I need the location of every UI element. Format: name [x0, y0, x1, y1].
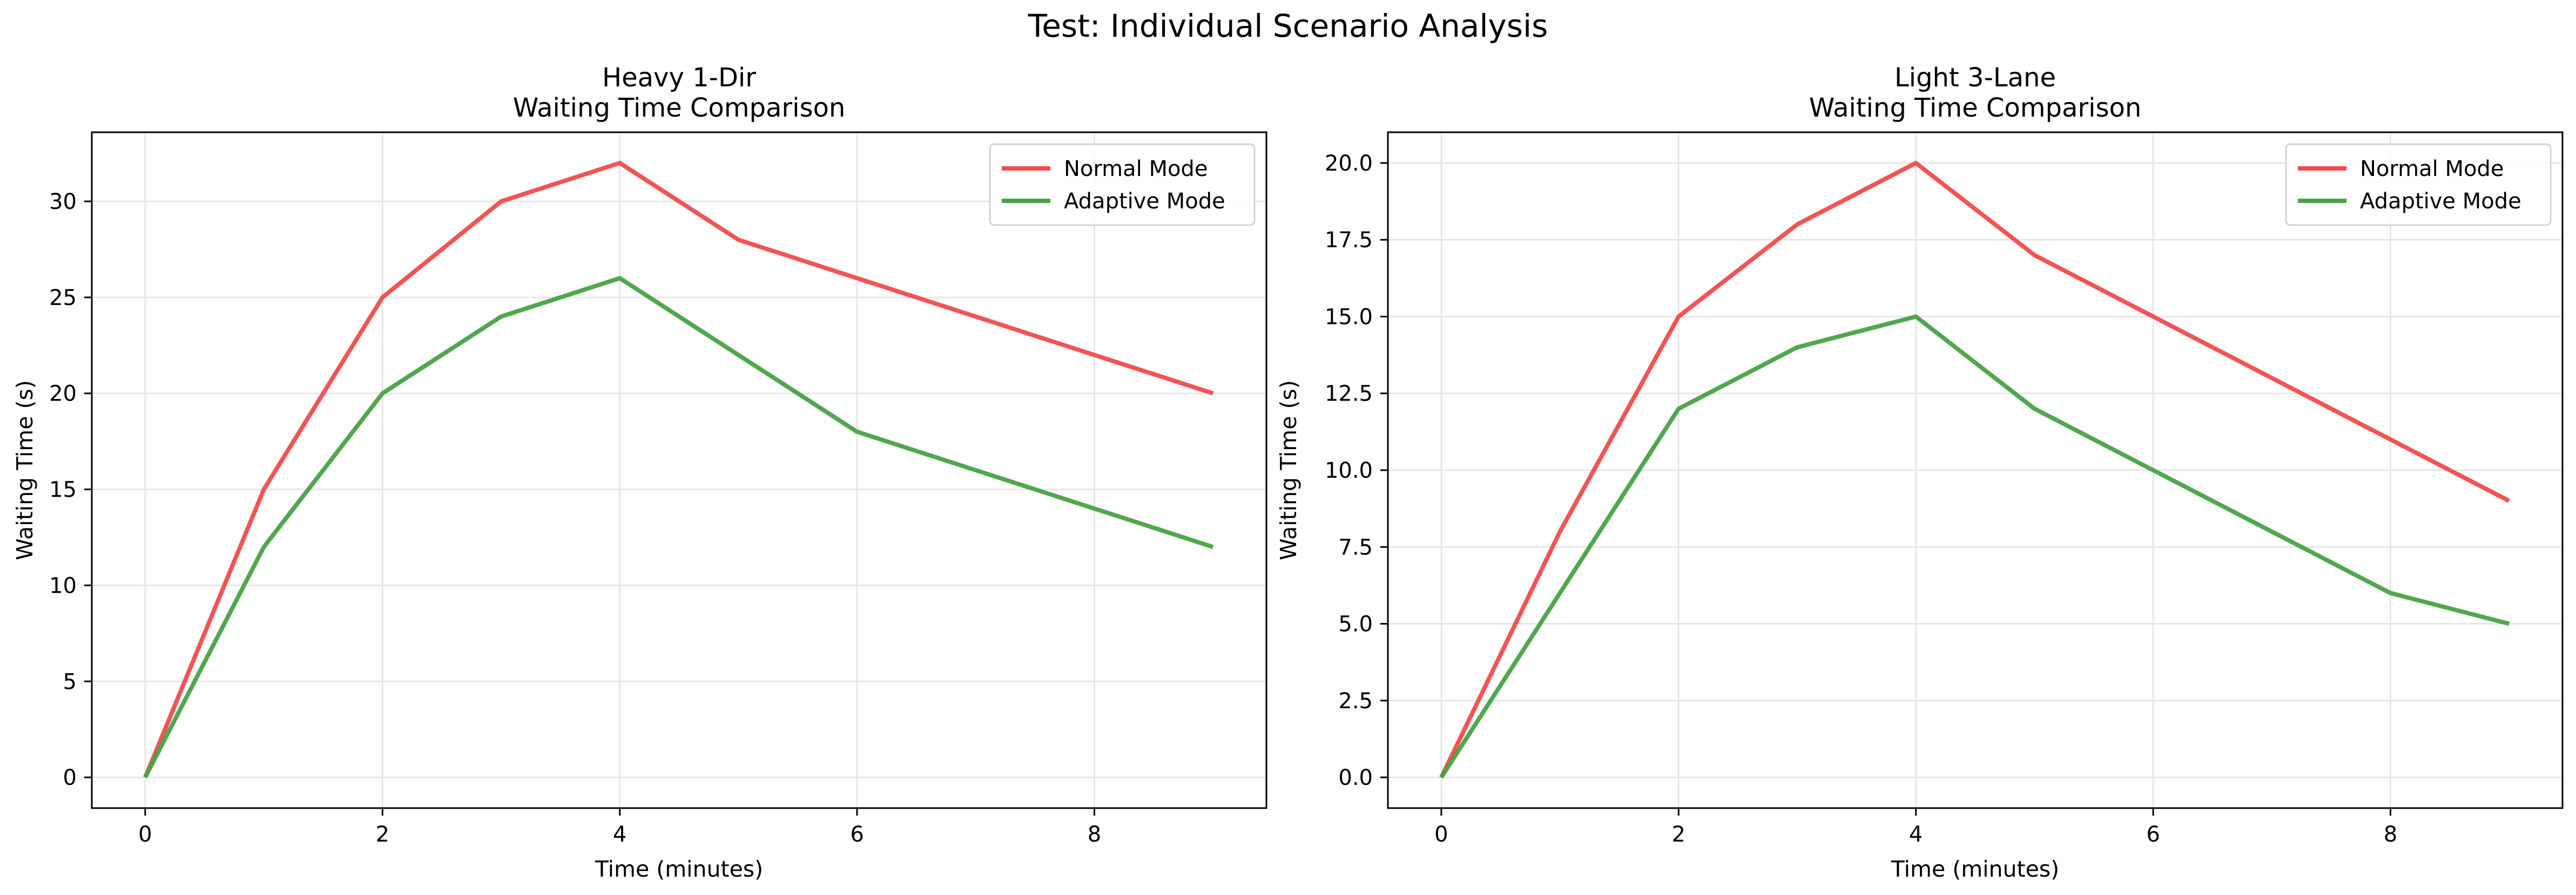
- y-tick-label: 5.0: [1338, 612, 1373, 637]
- grid: [92, 132, 1266, 808]
- y-tick-label: 20: [49, 382, 77, 406]
- series-line-normal-mode: [1439, 160, 2510, 778]
- legend-label: Normal Mode: [1064, 157, 1208, 181]
- y-tick-label: 0: [63, 765, 77, 790]
- legend-label: Adaptive Mode: [1064, 189, 1225, 214]
- y-tick-label: 20.0: [1325, 151, 1373, 176]
- legend: Normal Mode Adaptive Mode: [2285, 143, 2552, 226]
- subplot-title: Light 3-Lane Waiting Time Comparison: [1809, 63, 2142, 123]
- subplot-title-line: Waiting Time Comparison: [513, 93, 846, 123]
- subplot-title-line: Light 3-Lane: [1894, 63, 2056, 93]
- x-tick-label: 2: [376, 822, 389, 847]
- subplot-2: 0 2 4 6 8 0.0 2.5 5.0 7.5 10.0 12.5 15.0 17.5 20.0 Tim…: [1276, 63, 2564, 882]
- legend-box: [2285, 143, 2552, 226]
- x-tick-label: 0: [1434, 822, 1448, 847]
- x-axis-label: Time (minutes): [595, 856, 763, 882]
- subplot-title-line: Heavy 1-Dir: [602, 63, 756, 93]
- y-tick-label: 30: [49, 189, 77, 214]
- y-tick-label: 15: [49, 478, 77, 503]
- subplot-title: Heavy 1-Dir Waiting Time Comparison: [513, 63, 846, 123]
- x-tick-label: 8: [1088, 822, 1101, 847]
- y-axis-label: Waiting Time (s): [1276, 380, 1302, 560]
- y-tick-label: 0.0: [1338, 765, 1373, 790]
- x-tick-label: 6: [850, 822, 864, 847]
- y-tick-label: 10.0: [1325, 458, 1373, 483]
- x-tick-label: 0: [138, 822, 152, 847]
- x-tick-label: 4: [1909, 822, 1923, 847]
- y-tick-label: 25: [49, 286, 77, 310]
- subplot-1: 0 2 4 6 8 0 5 10 15 20 25 30 Time (minutes) Waiting T…: [12, 63, 1267, 882]
- axes-frame: [91, 131, 1267, 809]
- y-tick-label: 2.5: [1338, 689, 1373, 714]
- y-tick-label: 10: [49, 573, 77, 598]
- legend: Normal Mode Adaptive Mode: [989, 143, 1256, 226]
- y-tick-label: 7.5: [1338, 535, 1373, 560]
- series-line-adaptive-mode: [1439, 314, 2510, 779]
- series-line-adaptive-mode: [143, 276, 1214, 778]
- series-line-normal-mode: [143, 160, 1214, 778]
- y-tick-label: 5: [63, 669, 77, 694]
- y-tick-label: 17.5: [1325, 228, 1373, 253]
- legend-label: Adaptive Mode: [2360, 189, 2521, 214]
- y-tick-label: 15.0: [1325, 304, 1373, 329]
- legend-label: Normal Mode: [2360, 157, 2504, 181]
- x-tick-label: 4: [613, 822, 626, 847]
- legend-box: [989, 143, 1256, 226]
- x-axis-label: Time (minutes): [1891, 856, 2059, 882]
- y-tick-label: 12.5: [1325, 382, 1373, 406]
- x-tick-label: 2: [1672, 822, 1685, 847]
- x-tick-label: 8: [2384, 822, 2397, 847]
- y-axis-label: Waiting Time (s): [12, 380, 38, 560]
- figure-suptitle: Test: Individual Scenario Analysis: [1028, 8, 1548, 44]
- subplot-title-line: Waiting Time Comparison: [1809, 93, 2142, 123]
- x-tick-label: 6: [2146, 822, 2160, 847]
